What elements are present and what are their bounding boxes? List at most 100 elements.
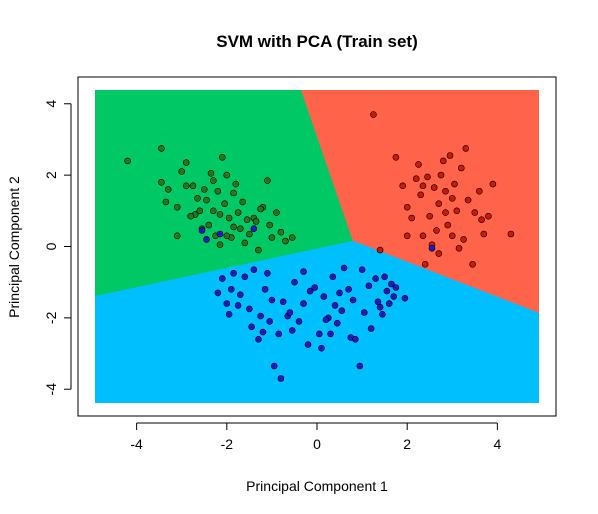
- point-blue: [367, 325, 375, 332]
- point-red: [392, 154, 400, 161]
- point-red: [433, 227, 440, 234]
- point-blue: [295, 318, 303, 325]
- point-blue: [333, 319, 341, 327]
- point-blue: [266, 318, 274, 325]
- point-blue: [383, 287, 391, 295]
- point-blue: [237, 291, 244, 299]
- point-blue: [358, 266, 366, 274]
- point-blue: [228, 285, 235, 293]
- point-blue: [216, 230, 224, 238]
- point-blue: [388, 280, 395, 288]
- point-green: [266, 221, 274, 229]
- point-green: [288, 234, 296, 241]
- point-blue: [385, 300, 393, 307]
- point-green: [234, 209, 242, 216]
- y-tick-label: -2: [43, 311, 59, 324]
- point-blue: [277, 375, 285, 382]
- point-blue: [340, 264, 348, 272]
- point-red: [462, 145, 470, 152]
- point-red: [426, 212, 434, 220]
- point-red: [478, 216, 485, 223]
- point-blue: [329, 273, 337, 281]
- point-blue: [320, 293, 328, 300]
- point-red: [480, 230, 488, 238]
- point-blue: [250, 225, 258, 232]
- point-blue: [311, 284, 319, 291]
- region-blue: [95, 240, 539, 403]
- x-axis: -4 -2 0 2 4: [130, 422, 501, 452]
- decision-regions: [95, 90, 539, 403]
- point-blue: [241, 273, 249, 281]
- x-tick-label: 2: [403, 436, 411, 452]
- point-green: [223, 232, 231, 240]
- point-green: [225, 214, 233, 222]
- point-blue: [372, 275, 379, 282]
- point-blue: [259, 328, 267, 336]
- point-green: [237, 225, 244, 232]
- point-green: [178, 168, 185, 175]
- point-green: [255, 246, 262, 254]
- point-blue: [345, 285, 352, 293]
- point-blue: [250, 266, 258, 274]
- point-green: [282, 237, 289, 245]
- point-blue: [401, 294, 409, 302]
- x-tick-label: -4: [130, 436, 143, 452]
- point-green: [216, 211, 224, 218]
- point-red: [451, 180, 458, 188]
- point-blue: [230, 269, 237, 277]
- point-red: [435, 250, 443, 257]
- point-blue: [428, 245, 436, 252]
- point-green: [257, 205, 264, 213]
- point-green: [210, 177, 217, 184]
- point-green: [241, 239, 249, 247]
- point-green: [214, 187, 222, 195]
- point-green: [158, 179, 165, 186]
- x-tick-label: 0: [313, 436, 321, 452]
- point-blue: [270, 362, 278, 370]
- y-axis-label: Principal Component 2: [6, 176, 22, 318]
- region-red: [300, 90, 539, 314]
- point-red: [442, 187, 449, 195]
- point-blue: [365, 282, 373, 290]
- point-green: [273, 209, 280, 216]
- point-blue: [286, 309, 294, 316]
- point-red: [485, 212, 492, 220]
- point-blue: [291, 278, 298, 286]
- point-blue: [257, 312, 264, 320]
- y-axis: -4 -2 0 2 4: [43, 100, 72, 395]
- point-green: [189, 182, 197, 190]
- point-green: [230, 189, 237, 197]
- point-blue: [390, 293, 398, 300]
- point-green: [239, 198, 246, 206]
- point-blue: [379, 310, 386, 318]
- point-blue: [264, 269, 271, 277]
- point-red: [415, 161, 422, 168]
- point-green: [232, 180, 240, 188]
- point-red: [424, 173, 431, 181]
- point-green: [158, 145, 165, 152]
- point-green: [205, 221, 213, 229]
- point-blue: [279, 298, 287, 306]
- point-blue: [315, 330, 323, 338]
- point-blue: [288, 327, 296, 334]
- point-red: [446, 152, 454, 159]
- point-blue: [300, 300, 307, 307]
- point-red: [419, 182, 427, 190]
- point-green: [162, 198, 170, 206]
- point-green: [207, 170, 215, 177]
- point-blue: [223, 300, 231, 307]
- point-red: [464, 196, 472, 204]
- point-red: [437, 171, 445, 179]
- point-green: [221, 200, 228, 207]
- y-tick-label: 2: [43, 171, 59, 179]
- point-blue: [331, 302, 339, 309]
- point-green: [164, 186, 172, 193]
- point-red: [435, 200, 443, 207]
- point-blue: [255, 335, 262, 343]
- point-red: [421, 260, 429, 268]
- point-red: [399, 182, 407, 190]
- point-blue: [306, 287, 314, 295]
- x-tick-label: 4: [493, 436, 501, 452]
- point-green: [201, 186, 208, 193]
